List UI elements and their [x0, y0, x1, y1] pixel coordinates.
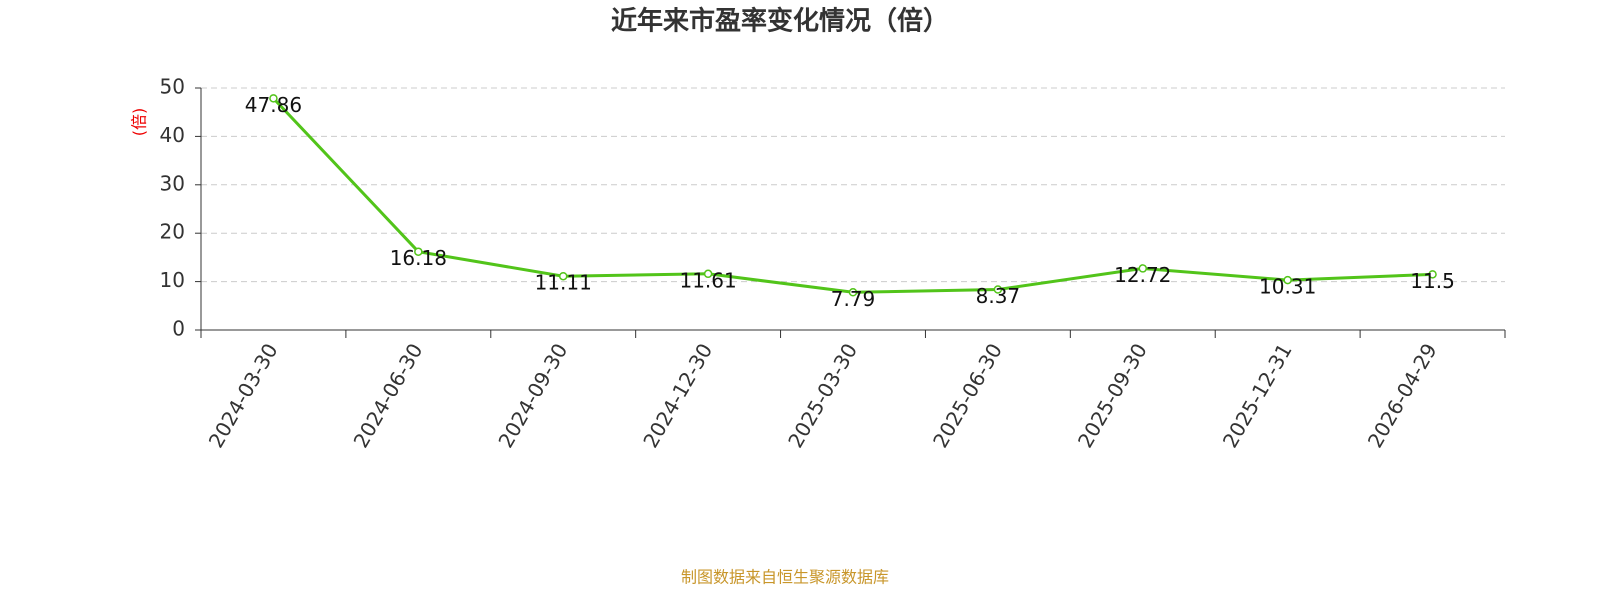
line — [272, 97, 1433, 294]
data-label: 47.86 — [245, 93, 302, 117]
data-label: 11.5 — [1410, 269, 1455, 293]
x-tick-label: 2024-09-30 — [493, 339, 572, 452]
point — [414, 247, 423, 256]
y-tick-label: 20 — [160, 220, 185, 244]
data-label: 7.79 — [831, 287, 876, 311]
y-axis-label: (倍) — [130, 108, 149, 137]
data-label: 11.11 — [535, 271, 592, 295]
point — [993, 285, 1003, 294]
y-tick-label: 0 — [172, 317, 185, 341]
x-tick-label: 2025-03-30 — [783, 339, 862, 452]
point — [1428, 270, 1437, 279]
data-label: 12.72 — [1114, 263, 1171, 287]
y-tick-label: 50 — [160, 75, 185, 99]
y-tick-label: 30 — [160, 171, 185, 195]
y-tick-label: 10 — [160, 268, 185, 292]
point — [848, 288, 858, 297]
point — [1283, 275, 1292, 285]
data-label: 11.61 — [679, 268, 736, 292]
chart-title: 近年来市盈率变化情况（倍） — [611, 6, 949, 37]
x-tick-label: 2025-09-30 — [1073, 339, 1152, 452]
source-note: 制图数据来自恒生聚源数据库 — [681, 568, 889, 587]
data-label: 10.31 — [1259, 275, 1316, 299]
x-tick-label: 2024-06-30 — [349, 339, 428, 452]
data-label: 8.37 — [976, 284, 1021, 308]
y-tick-label: 40 — [160, 123, 185, 147]
x-tick-label: 2025-12-31 — [1218, 339, 1297, 452]
x-tick-label: 2024-03-30 — [204, 339, 283, 452]
point — [703, 269, 713, 279]
point — [269, 94, 278, 103]
point — [558, 271, 568, 281]
x-tick-label: 2025-06-30 — [928, 339, 1007, 452]
point — [1138, 264, 1148, 273]
x-tick-label: 2026-04-29 — [1363, 339, 1442, 452]
x-tick-label: 2024-12-30 — [638, 339, 717, 452]
data-label: 16.18 — [390, 246, 447, 270]
